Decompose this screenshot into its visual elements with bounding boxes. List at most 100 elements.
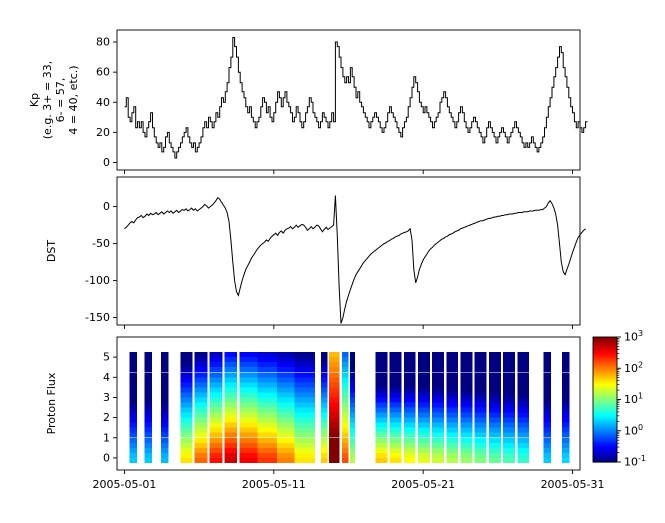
heatmap-cell — [341, 457, 349, 463]
heatmap-cell — [276, 387, 295, 393]
colorbar-gradient — [593, 454, 617, 457]
colorbar-gradient — [593, 405, 617, 408]
heatmap-cell — [503, 397, 515, 403]
heatmap-cell — [417, 412, 430, 418]
heatmap-cell — [276, 362, 295, 368]
colorbar-gradient — [593, 401, 617, 404]
heatmap-cell — [329, 432, 340, 438]
heatmap-cell — [194, 397, 208, 403]
heatmap-cell — [403, 402, 416, 408]
colorbar-gradient — [593, 340, 617, 344]
heatmap-cell — [209, 442, 223, 448]
heatmap-cell — [194, 372, 208, 378]
heatmap-cell — [320, 362, 328, 368]
heatmap-cell — [562, 367, 570, 373]
colorbar-gradient — [593, 395, 617, 399]
heatmap-cell — [161, 397, 169, 403]
heatmap-cell — [209, 352, 223, 358]
heatmap-cell — [129, 447, 138, 453]
heatmap-cell — [375, 422, 388, 428]
heatmap-cell — [389, 392, 402, 398]
heatmap-cell — [161, 432, 169, 438]
heatmap-cell — [294, 402, 315, 408]
y-tick-label: 20 — [96, 126, 110, 139]
heatmap-cell — [474, 412, 487, 418]
panel-frame — [116, 29, 581, 171]
heatmap-cell — [129, 412, 138, 418]
heatmap-cell — [375, 372, 388, 378]
heatmap-cell — [517, 432, 530, 438]
heatmap-cell — [403, 352, 416, 358]
heatmap-cell — [503, 377, 515, 383]
colorbar-gradient — [593, 434, 617, 438]
heatmap-cell — [446, 397, 459, 403]
heatmap-cell — [562, 437, 570, 443]
heatmap-cell — [389, 422, 402, 428]
heatmap-cell — [375, 457, 388, 463]
heatmap-cell — [417, 437, 430, 443]
heatmap-cell — [350, 432, 356, 438]
heatmap-cell — [389, 372, 402, 378]
heatmap-cell — [180, 452, 193, 458]
colorbar-gradient — [593, 372, 617, 375]
heatmap-cell — [350, 412, 356, 418]
heatmap-cell — [432, 382, 444, 388]
heatmap-cell — [276, 417, 295, 423]
heatmap-cell — [209, 452, 223, 458]
heatmap-cell — [294, 362, 315, 368]
y-axis-label: Kp — [28, 93, 41, 107]
heatmap-cell — [562, 412, 570, 418]
heatmap-cell — [329, 367, 340, 373]
heatmap-cell — [562, 452, 570, 458]
heatmap-cell — [446, 367, 459, 373]
heatmap-cell — [446, 452, 459, 458]
heatmap-cell — [320, 452, 328, 458]
heatmap-cell — [403, 372, 416, 378]
heatmap-cell — [294, 422, 315, 428]
colorbar-gradient — [593, 342, 617, 346]
heatmap-cell — [432, 457, 444, 463]
heatmap-cell — [350, 357, 356, 363]
heatmap-cell — [294, 447, 315, 453]
heatmap-cell — [543, 422, 551, 428]
heatmap-cell — [503, 417, 515, 423]
heatmap-cell — [488, 452, 501, 458]
heatmap-cell — [417, 387, 430, 393]
heatmap-cell — [129, 432, 138, 438]
panel-frame — [116, 336, 581, 471]
heatmap-cell — [350, 397, 356, 403]
heatmap-cell — [239, 407, 258, 413]
heatmap-cell — [432, 362, 444, 368]
colorbar-gradient — [593, 374, 617, 377]
heatmap-cell — [389, 387, 402, 393]
heatmap-cell — [257, 402, 277, 408]
heatmap-cell — [474, 457, 487, 463]
colorbar-gradient — [593, 358, 617, 362]
heatmap-cell — [341, 417, 349, 423]
y-tick-label: -100 — [85, 274, 110, 287]
heatmap-cell — [257, 397, 277, 403]
heatmap-cell — [329, 437, 340, 443]
heatmap-cell — [129, 362, 138, 368]
heatmap-cell — [446, 357, 459, 363]
heatmap-cell — [488, 392, 501, 398]
heatmap-cell — [320, 372, 328, 378]
heatmap-cell — [257, 377, 277, 383]
heatmap-cell — [276, 357, 295, 363]
heatmap-cell — [350, 417, 356, 423]
heatmap-cell — [503, 357, 515, 363]
heatmap-cell — [194, 377, 208, 383]
heatmap-cell — [503, 452, 515, 458]
heatmap-cell — [209, 407, 223, 413]
y-tick-label: -150 — [85, 311, 110, 324]
heatmap-cell — [543, 447, 551, 453]
heatmap-cell — [257, 372, 277, 378]
heatmap-cell — [543, 352, 551, 358]
heatmap-cell — [403, 452, 416, 458]
heatmap-cell — [194, 382, 208, 388]
heatmap-cell — [446, 382, 459, 388]
heatmap-cell — [375, 382, 388, 388]
colorbar-tick-label: 10-1 — [624, 454, 646, 469]
heatmap-cell — [144, 442, 153, 448]
colorbar-gradient — [593, 409, 617, 412]
